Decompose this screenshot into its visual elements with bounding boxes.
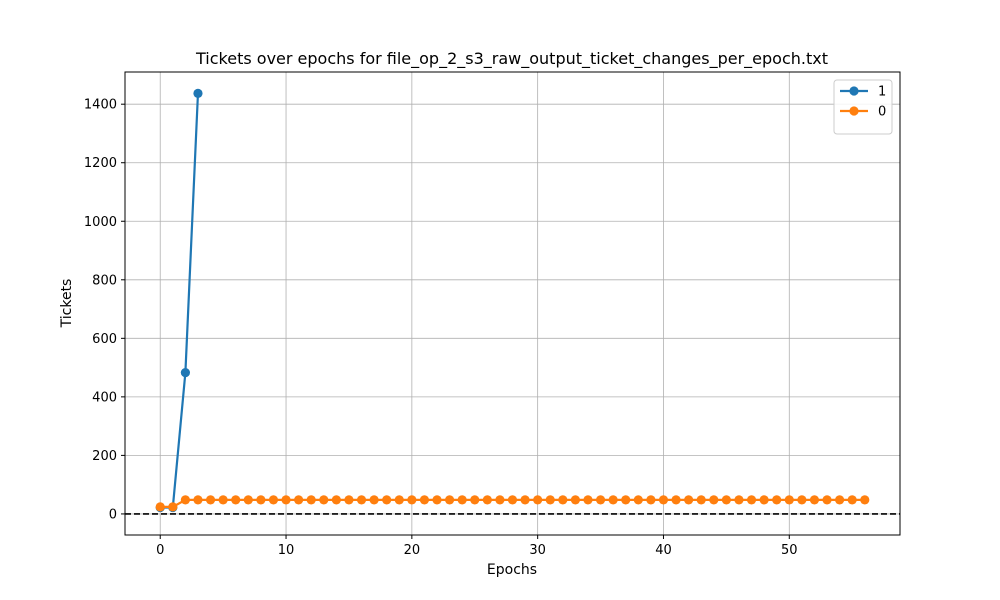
data-point: [369, 495, 379, 505]
data-point: [356, 495, 367, 505]
x-axis-label: Epochs: [487, 562, 537, 578]
data-point: [218, 495, 228, 505]
data-point: [268, 495, 279, 505]
x-tick-label: 30: [529, 543, 546, 558]
data-point: [533, 495, 543, 505]
series-group: [155, 88, 870, 513]
data-point: [520, 495, 530, 505]
data-point: [772, 495, 782, 505]
x-tick-label: 20: [404, 543, 421, 558]
data-point: [797, 495, 807, 505]
series-0: [155, 495, 870, 512]
data-point: [331, 495, 341, 505]
x-tick-label: 0: [156, 543, 164, 558]
data-point: [294, 495, 304, 505]
y-tick-label: 1200: [84, 156, 117, 171]
data-point: [696, 495, 706, 505]
y-tick-label: 0: [109, 507, 117, 522]
data-point: [595, 495, 606, 505]
data-point: [407, 495, 417, 505]
data-point: [432, 495, 442, 505]
axis-ticks: 0 10 20 30 40 50 0 200 400 600 800 1000 1200 1400: [84, 98, 798, 558]
data-point: [205, 495, 216, 505]
data-point: [545, 495, 555, 505]
x-tick-label: 50: [781, 543, 798, 558]
y-tick-label: 600: [92, 332, 117, 347]
data-point: [306, 495, 316, 505]
plot-frame: [124, 71, 901, 536]
grid: [125, 72, 900, 535]
data-point: [809, 495, 820, 505]
data-point: [570, 495, 581, 505]
data-point: [734, 495, 744, 505]
data-point: [243, 495, 253, 505]
data-point: [180, 495, 190, 505]
y-axis-label: Tickets: [59, 279, 75, 329]
y-tick-label: 1000: [84, 215, 117, 230]
data-point: [231, 495, 241, 505]
data-point: [746, 495, 757, 505]
data-point: [507, 495, 518, 505]
legend-box: [833, 79, 893, 135]
data-point: [633, 495, 643, 505]
data-point: [319, 495, 329, 505]
data-point: [470, 495, 480, 505]
data-point: [822, 495, 832, 505]
legend-label: 0: [878, 105, 886, 120]
data-point: [495, 495, 505, 505]
data-point: [658, 495, 669, 505]
data-point: [835, 495, 845, 505]
y-tick-label: 1400: [84, 98, 117, 113]
data-point: [860, 495, 870, 505]
y-tick-label: 200: [92, 449, 117, 464]
data-point: [684, 495, 694, 505]
data-point: [457, 495, 467, 505]
data-point: [193, 495, 203, 505]
legend: 10: [833, 79, 893, 135]
data-point: [281, 495, 291, 505]
data-point: [193, 88, 203, 98]
legend-label: 1: [878, 85, 886, 100]
data-point: [444, 495, 455, 505]
data-point: [759, 495, 769, 505]
x-tick-label: 10: [278, 543, 295, 558]
data-point: [621, 495, 631, 505]
data-point: [671, 495, 681, 505]
data-point: [256, 495, 266, 505]
data-point: [784, 495, 794, 505]
data-point: [646, 495, 656, 505]
x-tick-label: 40: [655, 543, 672, 558]
y-tick-label: 800: [92, 273, 117, 288]
data-point: [558, 495, 568, 505]
data-point: [608, 495, 618, 505]
data-point: [847, 495, 857, 505]
data-point: [482, 495, 492, 505]
data-point: [721, 495, 731, 505]
y-tick-label: 400: [92, 390, 117, 405]
legend-swatch-marker: [849, 86, 859, 96]
data-point: [168, 502, 178, 512]
data-point: [419, 495, 430, 505]
data-point: [180, 367, 190, 378]
data-point: [382, 495, 392, 505]
data-point: [155, 502, 165, 512]
data-point: [394, 495, 404, 505]
data-point: [709, 495, 719, 505]
legend-swatch-marker: [849, 106, 859, 116]
data-point: [344, 495, 354, 505]
chart-title: Tickets over epochs for file_op_2_s3_raw…: [195, 49, 828, 69]
data-point: [583, 495, 593, 505]
